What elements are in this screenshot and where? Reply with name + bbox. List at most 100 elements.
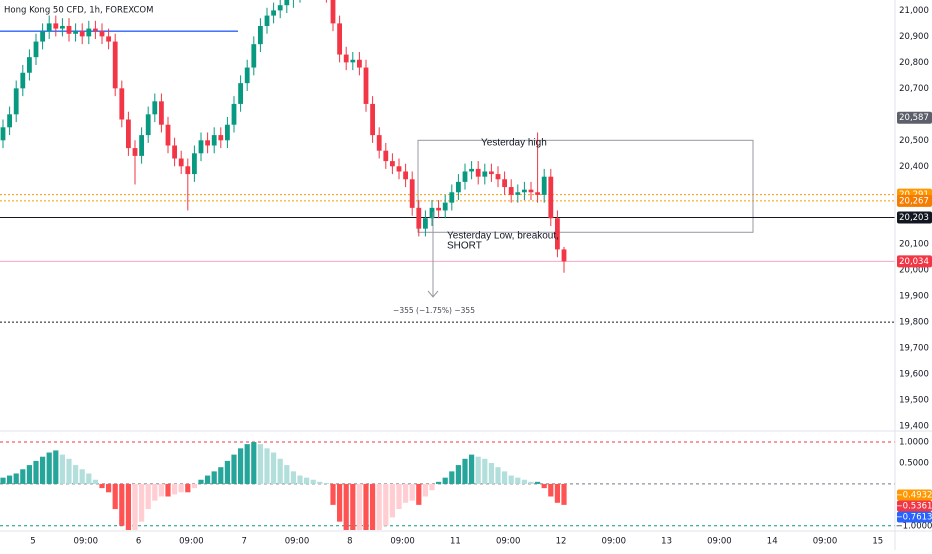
y-tick-label: 20,900: [899, 32, 929, 42]
histogram-bar: [238, 448, 244, 484]
histogram-bar: [310, 479, 316, 484]
histogram-bar: [284, 465, 290, 484]
candle-body: [442, 202, 448, 211]
candle-body: [73, 31, 78, 34]
x-tick-label: 09:00: [813, 537, 838, 547]
candle-body: [192, 153, 197, 175]
candle-body: [409, 179, 415, 208]
histogram-bar: [185, 483, 191, 493]
candle-body: [403, 171, 408, 180]
histogram-bar: [218, 467, 224, 484]
candle-body: [522, 189, 527, 193]
candle-body: [251, 44, 257, 68]
candle-body: [357, 59, 362, 68]
macd-tag: [897, 489, 932, 501]
x-tick-label: 13: [661, 537, 672, 547]
histogram-bar: [495, 467, 501, 484]
histogram-bar: [376, 483, 382, 530]
histogram-bar: [277, 458, 283, 484]
histogram-bar: [86, 473, 92, 484]
candle-body: [93, 28, 98, 32]
histogram-bar: [66, 458, 72, 484]
y-tick-label: 19,800: [899, 318, 929, 328]
histogram-bar: [469, 454, 475, 484]
candle-body: [555, 218, 560, 250]
x-tick-label: 09:00: [496, 537, 521, 547]
histogram-bar: [548, 483, 554, 497]
annotation: SHORT: [447, 241, 482, 252]
histogram-bar: [198, 479, 204, 484]
histogram-bar: [53, 450, 59, 484]
candle-body: [390, 161, 395, 167]
candle-body: [416, 207, 422, 229]
candle-body: [271, 10, 276, 16]
macd-tick-label: 0.5000: [899, 458, 929, 468]
x-tick-label: 7: [241, 537, 246, 547]
histogram-bar: [416, 483, 422, 505]
candle-body: [53, 23, 59, 29]
candle-body: [178, 158, 184, 167]
candle-body: [244, 67, 250, 84]
candle-body: [376, 135, 382, 151]
candle-body: [218, 135, 224, 141]
measure-arrow: [427, 290, 439, 298]
candle-body: [106, 36, 111, 42]
histogram-bar: [455, 465, 461, 484]
candle-body: [370, 103, 375, 136]
candle-body: [20, 72, 26, 89]
histogram-bar: [20, 469, 26, 484]
histogram-bar: [535, 481, 541, 484]
histogram-bar: [264, 448, 270, 484]
x-tick-label: 15: [872, 537, 883, 547]
histogram-bar: [119, 483, 125, 526]
y-tick-label: 19,900: [899, 292, 929, 302]
candle-body: [330, 0, 336, 24]
histogram-bar: [350, 483, 356, 530]
y-tick-label: 20,000: [899, 266, 929, 276]
candle-body: [528, 189, 534, 193]
candle-body: [429, 207, 435, 219]
macd-tick-label: −1.0000: [896, 521, 932, 531]
candle-body: [79, 31, 85, 37]
candle-body: [469, 168, 474, 172]
x-tick-label: 6: [136, 537, 141, 547]
histogram-bar: [106, 483, 112, 493]
histogram-bar: [244, 444, 250, 484]
histogram-bar: [33, 460, 39, 484]
histogram-bar: [429, 483, 435, 491]
histogram-bar: [145, 483, 151, 510]
histogram-bar: [139, 483, 145, 522]
candle-body: [535, 192, 540, 195]
candle-body: [541, 176, 547, 195]
histogram-bar: [79, 469, 85, 484]
histogram-bar: [165, 483, 171, 497]
y-tick-label: 20,700: [899, 84, 929, 94]
y-tick-label: 19,600: [899, 370, 929, 380]
candle-body: [502, 179, 507, 188]
histogram-bar: [323, 483, 329, 484]
histogram-bar: [403, 483, 409, 503]
histogram-bar: [389, 483, 395, 518]
histogram-bar: [99, 483, 105, 489]
histogram-bar: [297, 475, 303, 484]
candle-body: [126, 119, 131, 149]
histogram-bar: [152, 483, 158, 501]
histogram-bar: [363, 483, 369, 530]
histogram-bar: [515, 477, 521, 484]
histogram-bar: [92, 479, 98, 484]
histogram-bar: [436, 481, 442, 484]
candle-body: [66, 25, 72, 34]
candle-body: [152, 101, 158, 115]
candle-body: [396, 166, 402, 172]
histogram-bar: [251, 442, 257, 484]
histogram-bar: [508, 475, 514, 484]
histogram-bar: [356, 483, 362, 530]
macd-tag-label: −0.4932: [896, 491, 932, 501]
chart-title: Hong Kong 50 CFD, 1h, FOREXCOM: [4, 6, 153, 16]
y-tick-label: 20,400: [899, 162, 929, 172]
annotation: Yesterday Low, breakout,: [447, 231, 559, 242]
candle-body: [561, 249, 567, 262]
price-tag: [897, 211, 932, 224]
measure-label: −355 (−1.75%) −355: [393, 306, 475, 315]
